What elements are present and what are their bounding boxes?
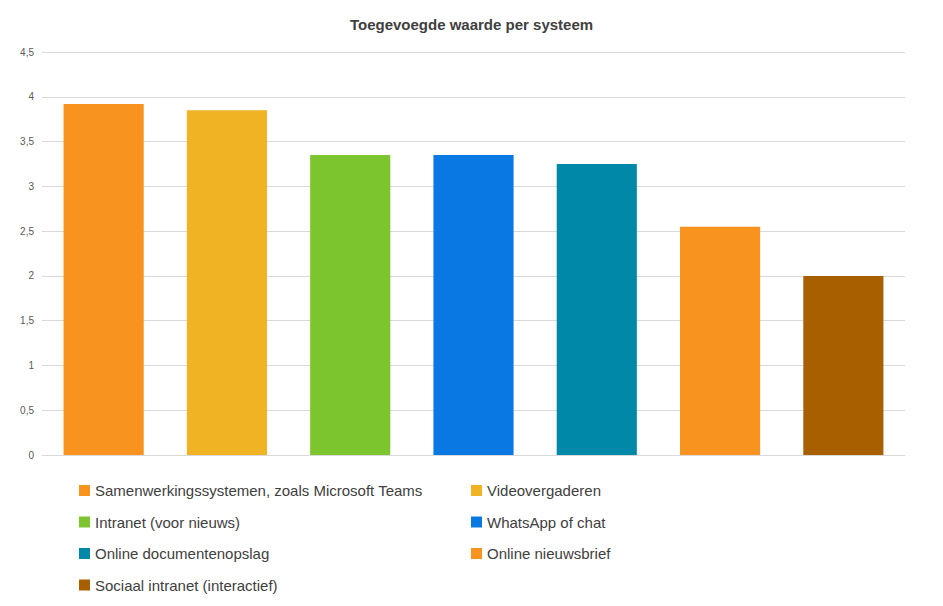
svg-text:2: 2 bbox=[28, 270, 34, 281]
svg-text:0: 0 bbox=[28, 450, 34, 461]
svg-text:4,5: 4,5 bbox=[20, 47, 34, 58]
svg-text:Toegevoegde waarde per systeem: Toegevoegde waarde per systeem bbox=[350, 16, 593, 33]
svg-text:Intranet (voor nieuws): Intranet (voor nieuws) bbox=[95, 514, 240, 531]
svg-text:3,5: 3,5 bbox=[20, 136, 34, 147]
svg-text:Online documentenopslag: Online documentenopslag bbox=[95, 545, 269, 562]
svg-text:Sociaal intranet (interactief): Sociaal intranet (interactief) bbox=[95, 577, 278, 594]
svg-text:WhatsApp of chat: WhatsApp of chat bbox=[487, 514, 606, 531]
svg-text:1,5: 1,5 bbox=[20, 315, 34, 326]
svg-text:1: 1 bbox=[28, 360, 34, 371]
svg-text:2,5: 2,5 bbox=[20, 226, 34, 237]
svg-text:0,5: 0,5 bbox=[20, 405, 34, 416]
svg-text:4: 4 bbox=[28, 91, 34, 102]
svg-text:Online nieuwsbrief: Online nieuwsbrief bbox=[487, 545, 611, 562]
svg-text:Videovergaderen: Videovergaderen bbox=[487, 482, 601, 499]
svg-text:Samenwerkingssystemen, zoals M: Samenwerkingssystemen, zoals Microsoft T… bbox=[95, 482, 422, 499]
svg-text:3: 3 bbox=[28, 181, 34, 192]
